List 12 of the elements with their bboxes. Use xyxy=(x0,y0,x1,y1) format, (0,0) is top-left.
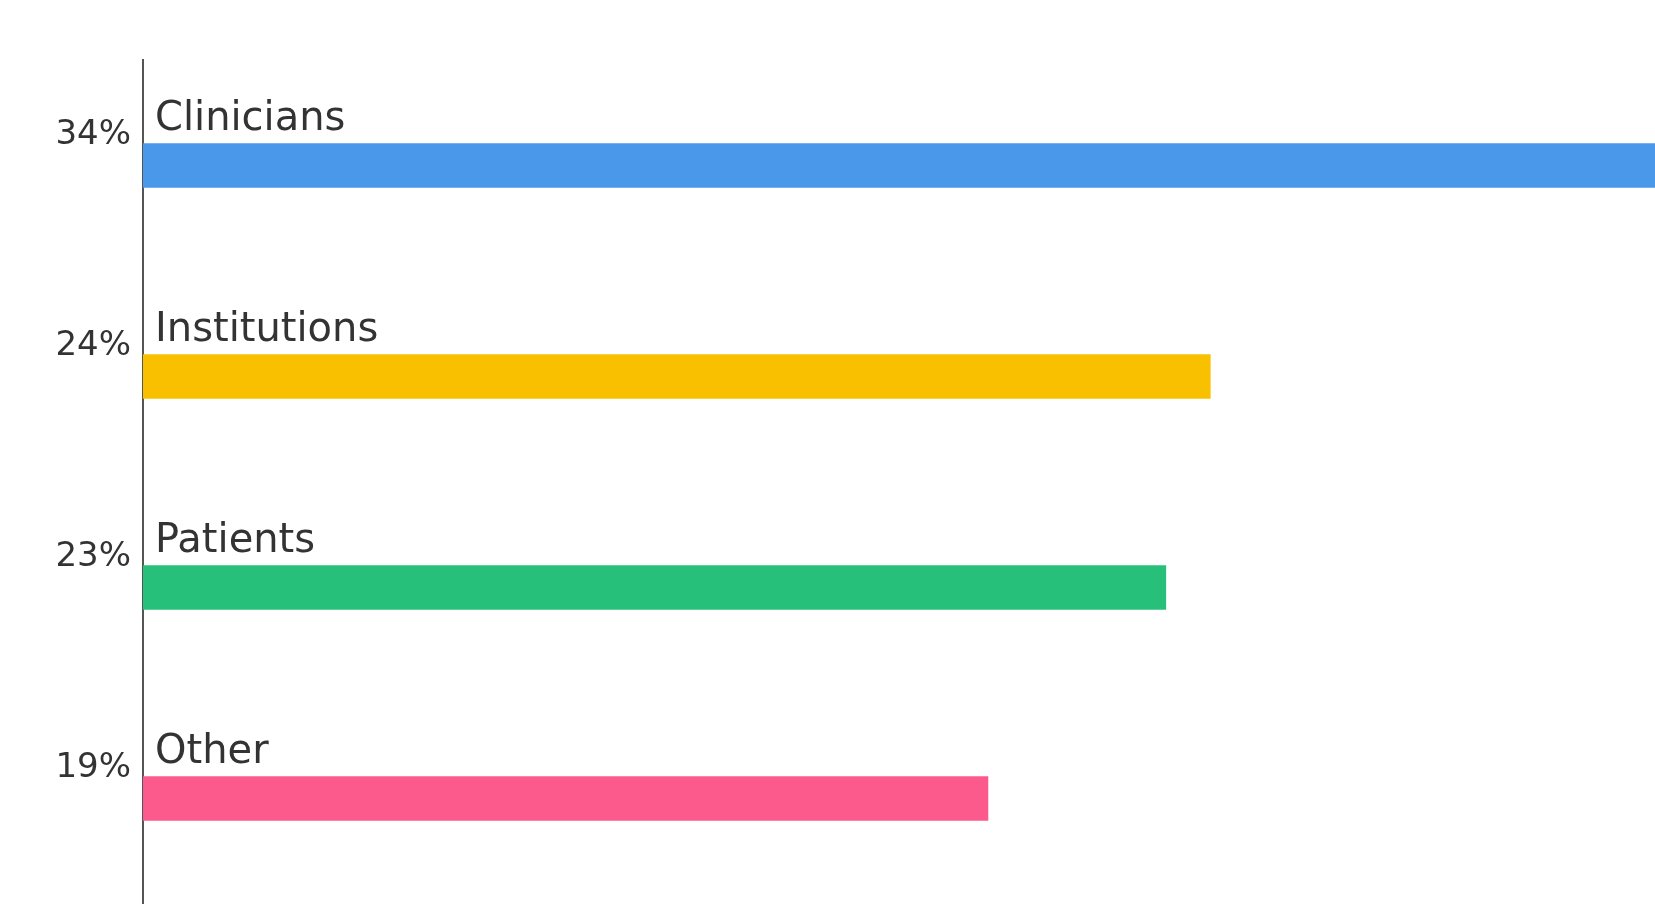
bar xyxy=(143,776,989,821)
data-label: 34% xyxy=(55,112,131,153)
y-tick-label: Institutions xyxy=(155,303,379,350)
bar xyxy=(143,565,1167,610)
bar xyxy=(143,143,1655,188)
data-label: 24% xyxy=(55,323,131,364)
bar xyxy=(143,354,1211,399)
y-tick-label: Clinicians xyxy=(155,92,346,139)
y-tick-label: Other xyxy=(155,725,270,772)
data-label: 19% xyxy=(55,745,131,786)
data-label: 23% xyxy=(55,534,131,575)
y-tick-label: Patients xyxy=(155,514,316,561)
